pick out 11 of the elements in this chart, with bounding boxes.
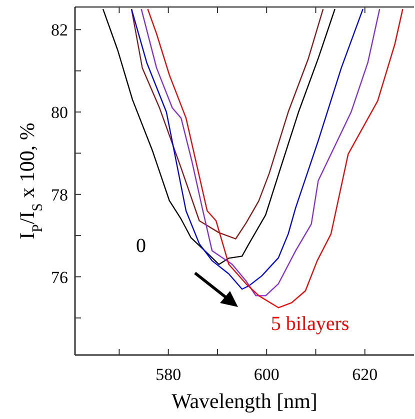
annotation: 5 bilayers xyxy=(270,313,350,335)
x-tick-label: 600 xyxy=(254,365,280,384)
x-tick-label: 580 xyxy=(156,365,182,384)
line-series xyxy=(130,8,324,240)
annotation: 0 xyxy=(136,235,146,257)
y-tick-label: 78 xyxy=(51,185,68,204)
x-tick-label: 620 xyxy=(352,365,378,384)
x-axis-title: Wavelength [nm] xyxy=(172,389,318,413)
y-tick-label: 82 xyxy=(51,20,68,40)
y-tick-label: 76 xyxy=(51,268,68,287)
y-tick-label: 80 xyxy=(51,103,68,122)
